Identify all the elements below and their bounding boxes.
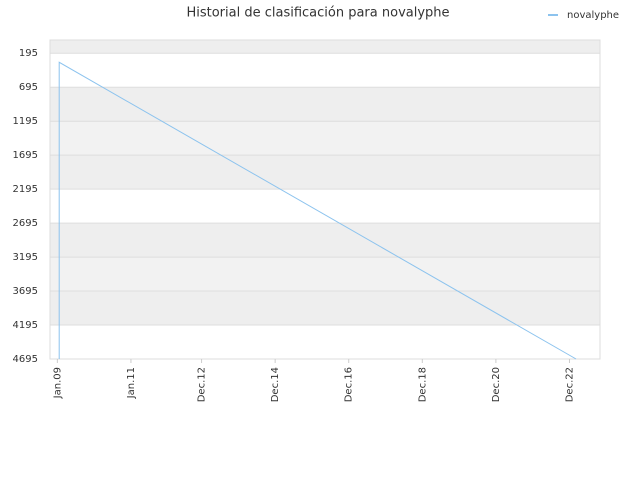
y-tick-label: 695 (19, 82, 38, 93)
x-tick-label: Dec.20 (491, 367, 502, 402)
grid-band (50, 87, 600, 122)
y-tick-label: 2695 (13, 218, 38, 229)
x-tick-label: Jan.11 (126, 367, 137, 399)
grid-band (50, 189, 600, 224)
line (58, 61, 577, 360)
x-tick-label: Dec.18 (417, 367, 428, 402)
x-tick-label: Dec.14 (270, 367, 281, 402)
grid-band (50, 223, 600, 258)
grid-band (50, 121, 600, 156)
y-tick-label: 195 (19, 48, 38, 59)
grid-band (50, 155, 600, 190)
x-tick-label: Dec.16 (344, 367, 355, 402)
x-tick-label: Jan.09 (52, 367, 63, 399)
legend-label: novalyphe (567, 10, 619, 21)
grid-band (50, 53, 600, 88)
x-tick-label: Dec.22 (564, 367, 575, 402)
y-tick-label: 1695 (13, 150, 38, 161)
y-tick-label: 3695 (13, 286, 38, 297)
grid-band (50, 40, 600, 54)
grid-band (50, 291, 600, 326)
x-tick-label: Dec.12 (197, 367, 208, 402)
y-tick-label: 2195 (13, 184, 38, 195)
grid-band (50, 325, 600, 359)
y-tick-label: 4195 (13, 320, 38, 331)
y-tick-label: 3195 (13, 252, 38, 263)
chart-title: Historial de clasificación para novalyph… (186, 6, 449, 21)
grid-band (50, 257, 600, 292)
y-tick-label: 1195 (13, 116, 38, 127)
y-tick-label: 4695 (13, 354, 38, 365)
